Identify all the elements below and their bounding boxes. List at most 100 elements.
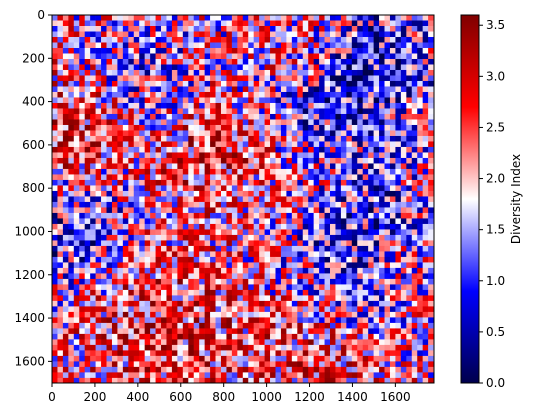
heatmap-cell <box>335 229 342 236</box>
heatmap-cell <box>52 185 58 192</box>
heatmap-cell <box>68 190 75 197</box>
heatmap-cell <box>400 223 407 230</box>
heatmap-cell <box>270 130 276 137</box>
heatmap-cell <box>308 306 314 313</box>
heatmap-cell <box>62 201 69 208</box>
heatmap-cell <box>128 152 135 159</box>
heatmap-cell <box>400 91 407 98</box>
heatmap-cell <box>384 146 391 153</box>
heatmap-cell <box>242 42 249 49</box>
heatmap-cell <box>101 64 107 71</box>
heatmap-cell <box>101 113 107 120</box>
heatmap-cell <box>220 372 227 379</box>
heatmap-cell <box>231 163 238 170</box>
heatmap-cell <box>248 251 254 258</box>
heatmap-cell <box>297 64 304 71</box>
heatmap-cell <box>90 168 96 175</box>
heatmap-cell <box>193 185 200 192</box>
heatmap-cell <box>297 26 304 32</box>
heatmap-cell <box>319 295 325 302</box>
heatmap-cell <box>68 377 75 383</box>
heatmap-cell <box>144 31 151 38</box>
heatmap-cell <box>335 152 342 159</box>
heatmap-cell <box>253 113 260 120</box>
heatmap-cell <box>237 157 244 164</box>
heatmap-cell <box>199 339 205 346</box>
heatmap-cell <box>161 91 167 98</box>
heatmap-cell <box>177 75 184 82</box>
heatmap-cell <box>400 152 407 159</box>
heatmap-cell <box>210 300 216 307</box>
heatmap-cell <box>95 289 102 296</box>
heatmap-cell <box>280 47 287 54</box>
heatmap-cell <box>428 15 434 21</box>
heatmap-cell <box>204 311 211 318</box>
x-tick-label: 600 <box>169 390 192 404</box>
heatmap-cell <box>340 344 347 351</box>
heatmap-cell <box>313 366 320 373</box>
heatmap-cell <box>90 124 96 131</box>
heatmap-cell <box>264 234 271 241</box>
heatmap-cell <box>84 157 91 164</box>
heatmap-cell <box>128 179 135 186</box>
heatmap-cell <box>57 322 64 329</box>
heatmap-cell <box>335 53 342 60</box>
heatmap-cell <box>84 190 91 197</box>
heatmap-cell <box>346 267 353 274</box>
heatmap-cell <box>319 201 325 208</box>
heatmap-cell <box>357 251 364 258</box>
heatmap-cell <box>95 108 102 115</box>
heatmap-cell <box>57 146 64 153</box>
heatmap-cell <box>335 130 342 137</box>
heatmap-cell <box>368 163 374 170</box>
heatmap-cell <box>210 377 216 383</box>
heatmap-cell <box>62 31 69 38</box>
heatmap-cell <box>204 350 211 357</box>
heatmap-cell <box>308 322 314 329</box>
heatmap-cell <box>95 317 102 324</box>
heatmap-cell <box>166 97 173 104</box>
heatmap-cell <box>351 212 358 219</box>
heatmap-cell <box>73 256 80 263</box>
heatmap-cell <box>395 124 402 131</box>
heatmap-cell <box>330 20 336 27</box>
heatmap-cell <box>319 262 325 269</box>
heatmap-cell <box>220 311 227 318</box>
heatmap-cell <box>384 212 391 219</box>
heatmap-cell <box>193 333 200 340</box>
heatmap-cell <box>128 267 135 274</box>
heatmap-cell <box>422 168 429 175</box>
heatmap-cell <box>220 234 227 241</box>
heatmap-cell <box>351 284 358 291</box>
heatmap-cell <box>313 295 320 302</box>
heatmap-cell <box>357 157 364 164</box>
heatmap-cell <box>117 207 124 214</box>
heatmap-cell <box>286 229 293 236</box>
heatmap-cell <box>171 64 178 71</box>
heatmap-cell <box>95 157 102 164</box>
heatmap-cell <box>330 289 336 296</box>
heatmap-cell <box>117 108 124 115</box>
heatmap-cell <box>237 229 244 236</box>
heatmap-cell <box>346 201 353 208</box>
heatmap-cell <box>395 245 402 252</box>
heatmap-cell <box>199 47 205 54</box>
heatmap-cell <box>242 97 249 104</box>
heatmap-cell <box>101 350 107 357</box>
heatmap-cell <box>324 251 331 258</box>
heatmap-cell <box>362 240 369 247</box>
heatmap-cell <box>133 333 140 340</box>
heatmap-cell <box>133 289 140 296</box>
heatmap-cell <box>248 306 254 313</box>
heatmap-cell <box>428 36 434 43</box>
heatmap-cell <box>150 256 156 263</box>
heatmap-cell <box>253 185 260 192</box>
heatmap-cell <box>84 361 91 368</box>
heatmap-cell <box>308 58 314 65</box>
heatmap-cell <box>122 64 129 71</box>
heatmap-cell <box>335 26 342 32</box>
heatmap-cell <box>79 361 86 368</box>
heatmap-cell <box>210 234 216 241</box>
heatmap-cell <box>384 86 391 93</box>
heatmap-cell <box>417 185 423 192</box>
